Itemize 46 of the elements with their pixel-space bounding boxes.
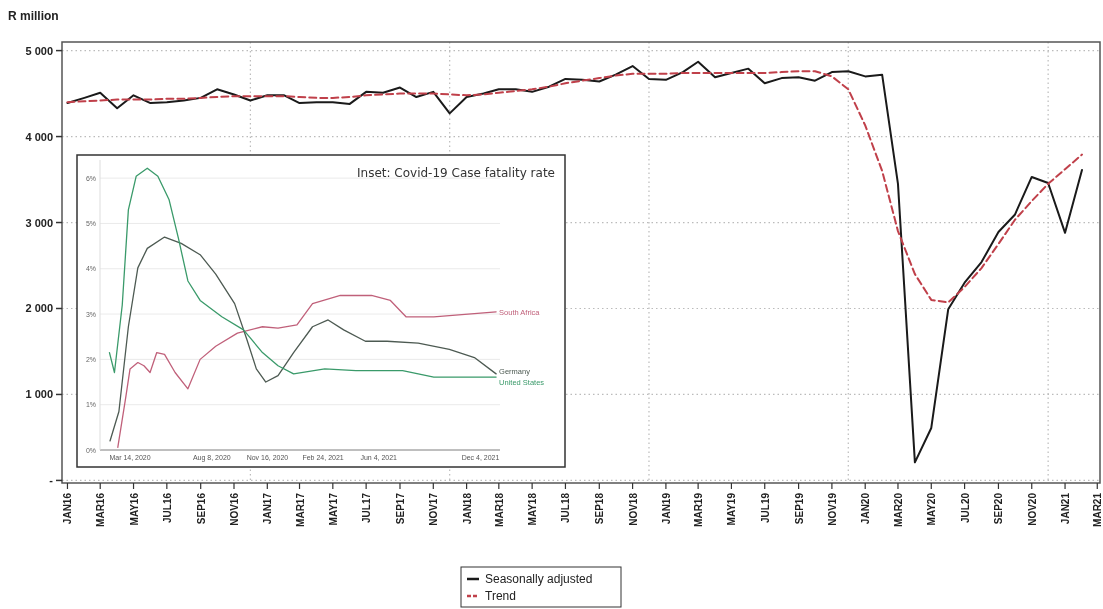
x-tick-label: JUL19 bbox=[759, 492, 771, 524]
x-tick-label: JUL18 bbox=[560, 492, 572, 524]
x-tick-label: NOV16 bbox=[229, 492, 240, 526]
x-tick-label: MAY20 bbox=[926, 492, 938, 526]
x-tick-label: MAR19 bbox=[693, 492, 705, 527]
x-tick-label: JUL17 bbox=[361, 492, 373, 524]
x-tick-label: MAY18 bbox=[527, 492, 539, 526]
x-tick-label: JUL16 bbox=[161, 492, 173, 524]
x-tick-label: NOV17 bbox=[428, 492, 440, 526]
x-tick-label: MAR17 bbox=[294, 492, 306, 527]
x-tick-label: MAY17 bbox=[327, 492, 339, 526]
line-series bbox=[66, 70, 1083, 304]
y-tick-label: 4 000 bbox=[25, 130, 53, 143]
x-tick-label: JAN18 bbox=[461, 492, 473, 525]
line-series bbox=[117, 294, 497, 448]
x-tick-label: SEP17 bbox=[394, 492, 406, 525]
y-axis-title: R million bbox=[8, 9, 59, 23]
x-tick-label: SEP19 bbox=[793, 492, 805, 525]
x-tick-label: JAN19 bbox=[660, 492, 672, 525]
x-tick-label: SEP18 bbox=[594, 492, 606, 525]
legend-label: Seasonally adjusted bbox=[485, 572, 593, 586]
x-tick-label: MAR18 bbox=[493, 492, 505, 527]
x-tick-label: NOV19 bbox=[826, 492, 838, 526]
y-tick-label: 1 000 bbox=[25, 388, 53, 401]
x-tick-label: NOV18 bbox=[627, 492, 639, 526]
x-tick-label: JAN21 bbox=[1060, 492, 1072, 525]
y-tick-label: 5 000 bbox=[25, 44, 53, 57]
legend-label: Trend bbox=[485, 589, 516, 603]
x-tick-label: MAR16 bbox=[95, 492, 107, 527]
x-tick-label: JUL20 bbox=[959, 492, 971, 524]
y-tick-label: - bbox=[49, 474, 54, 487]
line-series bbox=[66, 60, 1083, 464]
x-tick-label: MAR21 bbox=[1092, 492, 1103, 527]
x-tick-label: NOV20 bbox=[1026, 492, 1038, 526]
x-tick-label: SEP20 bbox=[993, 492, 1005, 525]
text: Inset: Covid-19 Case fatality rate bbox=[356, 166, 555, 180]
x-tick-label: JAN20 bbox=[860, 492, 872, 525]
x-tick-label: MAR20 bbox=[892, 492, 904, 527]
y-tick-label: 3 000 bbox=[25, 216, 53, 229]
x-tick-label: MAY19 bbox=[726, 492, 738, 526]
x-tick-label: MAY16 bbox=[128, 492, 140, 526]
y-tick-label: 2 000 bbox=[25, 302, 53, 315]
x-tick-label: SEP16 bbox=[195, 492, 207, 525]
x-tick-label: JAN17 bbox=[262, 492, 274, 525]
line-series bbox=[109, 236, 497, 442]
x-tick-label: JAN16 bbox=[62, 492, 74, 525]
